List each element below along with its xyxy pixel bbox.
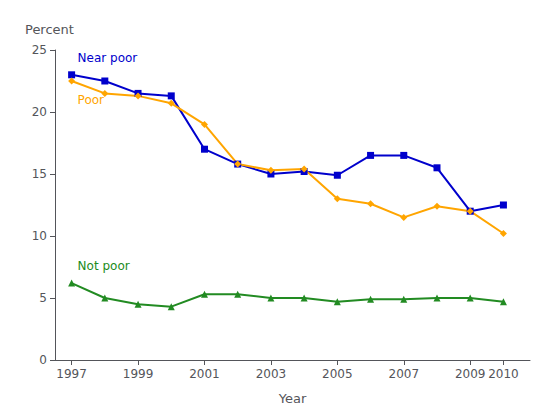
svg-text:Percent: Percent xyxy=(25,22,74,37)
svg-text:Poor: Poor xyxy=(78,93,104,107)
svg-text:Year: Year xyxy=(278,391,307,406)
svg-text:1997: 1997 xyxy=(56,367,87,381)
svg-text:2007: 2007 xyxy=(389,367,420,381)
svg-text:20: 20 xyxy=(32,105,47,119)
svg-text:1999: 1999 xyxy=(123,367,154,381)
svg-text:2003: 2003 xyxy=(256,367,287,381)
svg-text:2001: 2001 xyxy=(189,367,220,381)
svg-text:2005: 2005 xyxy=(322,367,353,381)
svg-text:15: 15 xyxy=(32,167,47,181)
svg-text:Not poor: Not poor xyxy=(78,259,130,273)
svg-text:0: 0 xyxy=(39,353,47,367)
svg-text:2010: 2010 xyxy=(488,367,519,381)
svg-text:5: 5 xyxy=(39,291,47,305)
svg-text:10: 10 xyxy=(32,229,47,243)
svg-text:Near poor: Near poor xyxy=(78,51,138,65)
svg-text:25: 25 xyxy=(32,43,47,57)
svg-text:2009: 2009 xyxy=(455,367,486,381)
